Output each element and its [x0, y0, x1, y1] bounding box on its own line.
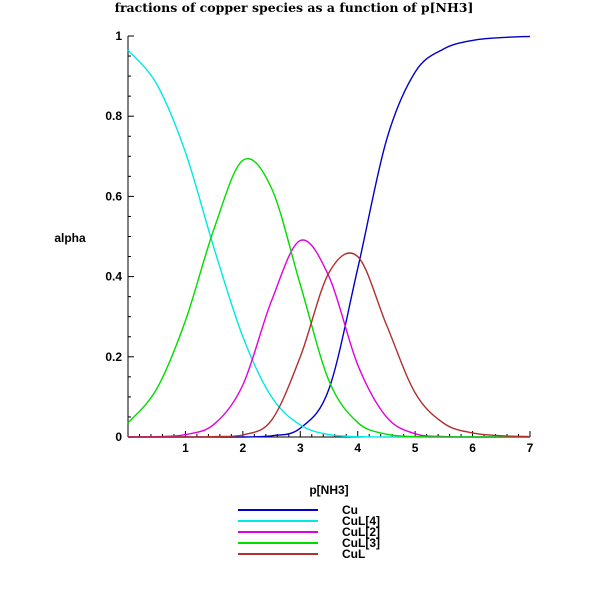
y-tick-label: 0.8: [105, 109, 122, 123]
y-tick-label: 0: [115, 430, 122, 444]
x-tick-label: 3: [297, 441, 304, 455]
x-tick-label: 5: [412, 441, 419, 455]
legend-label-cul-2: CuL[2]: [342, 525, 380, 539]
legend-label-cul: CuL: [342, 547, 365, 561]
x-tick-label: 1: [182, 441, 189, 455]
legend-label-cu: Cu: [342, 503, 358, 517]
series-group: [127, 35, 531, 438]
series-line-cul-3: [127, 158, 530, 438]
y-tick-label: 1: [115, 29, 122, 43]
x-tick-label: 4: [354, 441, 361, 455]
y-tick-label: 0.4: [105, 270, 122, 284]
x-tick-label: 2: [240, 441, 247, 455]
y-axis-label: alpha: [54, 231, 86, 245]
chart-title: fractions of copper species as a functio…: [115, 0, 474, 15]
legend-label-cul-4: CuL[4]: [342, 514, 380, 528]
x-tick-label: 6: [469, 441, 476, 455]
y-tick-label: 0.6: [105, 189, 122, 203]
y-tick-label: 0.2: [105, 350, 122, 364]
x-tick-label: 7: [527, 441, 534, 455]
y-ticks: 0 0.2 0.4 0.6 0.8 1: [105, 29, 134, 444]
x-axis-label: p[NH3]: [309, 483, 348, 497]
series-line-cul: [128, 252, 531, 438]
legend-label-cul-3: CuL[3]: [342, 536, 380, 550]
